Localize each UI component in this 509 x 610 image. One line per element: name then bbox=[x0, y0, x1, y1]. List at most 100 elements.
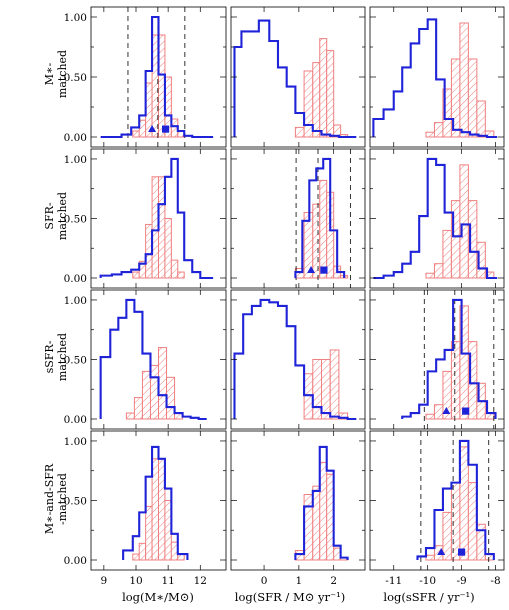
red-bar bbox=[476, 100, 486, 138]
red-hist-r1c2 bbox=[425, 164, 495, 279]
y-tick-label: 0.50 bbox=[64, 72, 87, 84]
red-bar bbox=[158, 347, 168, 420]
red-bar bbox=[459, 22, 469, 138]
red-hist-r2c1 bbox=[303, 349, 349, 420]
panel-frame bbox=[230, 430, 366, 571]
red-hist-r2c0 bbox=[125, 347, 184, 420]
red-bar bbox=[145, 505, 153, 561]
row-label-2-line2: matched bbox=[56, 333, 69, 381]
panel-frame bbox=[230, 6, 366, 148]
red-bar bbox=[312, 203, 321, 279]
red-bar bbox=[132, 553, 140, 561]
blue-hist-r2c1 bbox=[233, 298, 357, 421]
x-axis-label-ssfr: log(sSFR / yr⁻¹) bbox=[383, 590, 474, 604]
blue-hist-r1c1 bbox=[294, 157, 346, 278]
red-bar bbox=[450, 341, 461, 420]
red-bar bbox=[467, 482, 478, 561]
y-tick-label: 0.00 bbox=[64, 273, 87, 285]
blue-hist-r1c0 bbox=[99, 157, 214, 280]
red-bar bbox=[320, 358, 331, 420]
y-tick-label: 1.00 bbox=[64, 12, 87, 24]
red-bar bbox=[450, 482, 461, 561]
red-bar bbox=[425, 272, 435, 279]
panel-r2c2 bbox=[369, 289, 505, 430]
red-bar bbox=[133, 397, 143, 420]
red-bar bbox=[132, 130, 140, 138]
red-bar bbox=[326, 50, 335, 138]
panel-r0c0: 0.00 0.50 1.00 bbox=[64, 6, 227, 148]
x-tick-label: 11 bbox=[161, 575, 174, 587]
red-bar bbox=[141, 370, 151, 420]
blue-hist-r2c0 bbox=[99, 298, 207, 421]
red-hist-r3c2 bbox=[425, 446, 495, 561]
red-bar bbox=[467, 58, 478, 138]
y-tick-label: 1.00 bbox=[64, 154, 87, 166]
red-bar bbox=[125, 412, 135, 420]
red-bar bbox=[303, 494, 314, 561]
red-bar bbox=[294, 549, 305, 561]
x-axis-label-sfr: log(SFR / M⊙ yr⁻¹) bbox=[235, 590, 345, 604]
y-tick-label: 0.50 bbox=[64, 354, 87, 366]
x-tick-label: 12 bbox=[194, 575, 207, 587]
red-bar bbox=[319, 38, 328, 138]
y-tick-label: 0.50 bbox=[64, 495, 87, 507]
blue-hist-r3c2 bbox=[416, 439, 495, 560]
red-bar bbox=[294, 126, 305, 138]
square-marker bbox=[457, 548, 466, 556]
red-hist-r0c0 bbox=[132, 34, 185, 138]
red-bar bbox=[467, 341, 478, 420]
red-bar bbox=[312, 358, 322, 420]
red-bar bbox=[303, 373, 314, 420]
panel-r1c2 bbox=[369, 148, 505, 289]
red-hist-r1c1 bbox=[294, 179, 349, 279]
x-tick-label: 10 bbox=[129, 575, 142, 587]
x-tick-label: 1 bbox=[296, 575, 303, 587]
red-bar bbox=[164, 217, 172, 279]
blue-hist-r0c2 bbox=[372, 18, 498, 139]
row-labels: M∗- matched SFR- matched sSFR- matched M… bbox=[43, 50, 69, 534]
x-tick-label: 9 bbox=[101, 575, 108, 587]
red-hist-r0c1 bbox=[294, 38, 349, 138]
panel-r1c0: 0.00 0.50 1.00 bbox=[64, 148, 227, 289]
red-bar bbox=[177, 271, 185, 279]
triangle-marker bbox=[307, 266, 316, 273]
x-axis-label-mass: log(M∗/M⊙) bbox=[122, 590, 194, 604]
panel-r3c0: 0.00 0.50 1.00 9 10 11 12 bbox=[64, 430, 227, 587]
red-bar bbox=[132, 271, 140, 279]
x-tick-label: 0 bbox=[261, 575, 268, 587]
red-bar bbox=[442, 511, 452, 561]
y-tick-label: 0.00 bbox=[64, 555, 87, 567]
red-hist-r0c2 bbox=[425, 22, 495, 138]
panel-frame bbox=[230, 148, 366, 289]
red-bar bbox=[425, 413, 435, 420]
red-bar bbox=[459, 446, 469, 561]
row-label-3-line1: M∗-and-SFR bbox=[43, 463, 56, 534]
red-bar bbox=[138, 542, 147, 561]
red-bar bbox=[433, 404, 444, 420]
panel-r1c1 bbox=[230, 148, 366, 289]
red-bar bbox=[425, 554, 435, 561]
red-hist-r3c1 bbox=[294, 461, 349, 561]
panels: 0.000.501.000.000.501.000.000.501.000.00… bbox=[64, 6, 505, 587]
row-label-0-line1: M∗- bbox=[43, 62, 56, 85]
x-tick-label: -9 bbox=[456, 575, 466, 587]
row-label-0-line2: matched bbox=[56, 50, 69, 98]
panel-r3c1: 0 1 2 bbox=[230, 430, 366, 587]
row-label-3-line2: -matched bbox=[56, 473, 69, 525]
panel-r3c2: -11 -10 -9 -8 bbox=[369, 430, 505, 587]
square-marker bbox=[320, 266, 328, 274]
panel-r2c0: 0.00 0.50 1.00 bbox=[64, 289, 227, 430]
red-bar bbox=[333, 124, 342, 138]
red-bar bbox=[170, 259, 179, 279]
x-axis-labels: log(M∗/M⊙) log(SFR / M⊙ yr⁻¹) log(sSFR /… bbox=[122, 590, 475, 604]
triangle-marker bbox=[437, 548, 446, 555]
triangle-marker bbox=[442, 407, 451, 414]
y-tick-label: 0.00 bbox=[64, 414, 87, 426]
blue-hist-r3c1 bbox=[294, 445, 349, 560]
y-tick-label: 1.00 bbox=[64, 436, 87, 448]
blue-hist-r0c1 bbox=[233, 19, 357, 139]
red-bar bbox=[442, 229, 452, 279]
red-bar bbox=[329, 349, 340, 420]
panel-r0c2 bbox=[369, 6, 505, 148]
